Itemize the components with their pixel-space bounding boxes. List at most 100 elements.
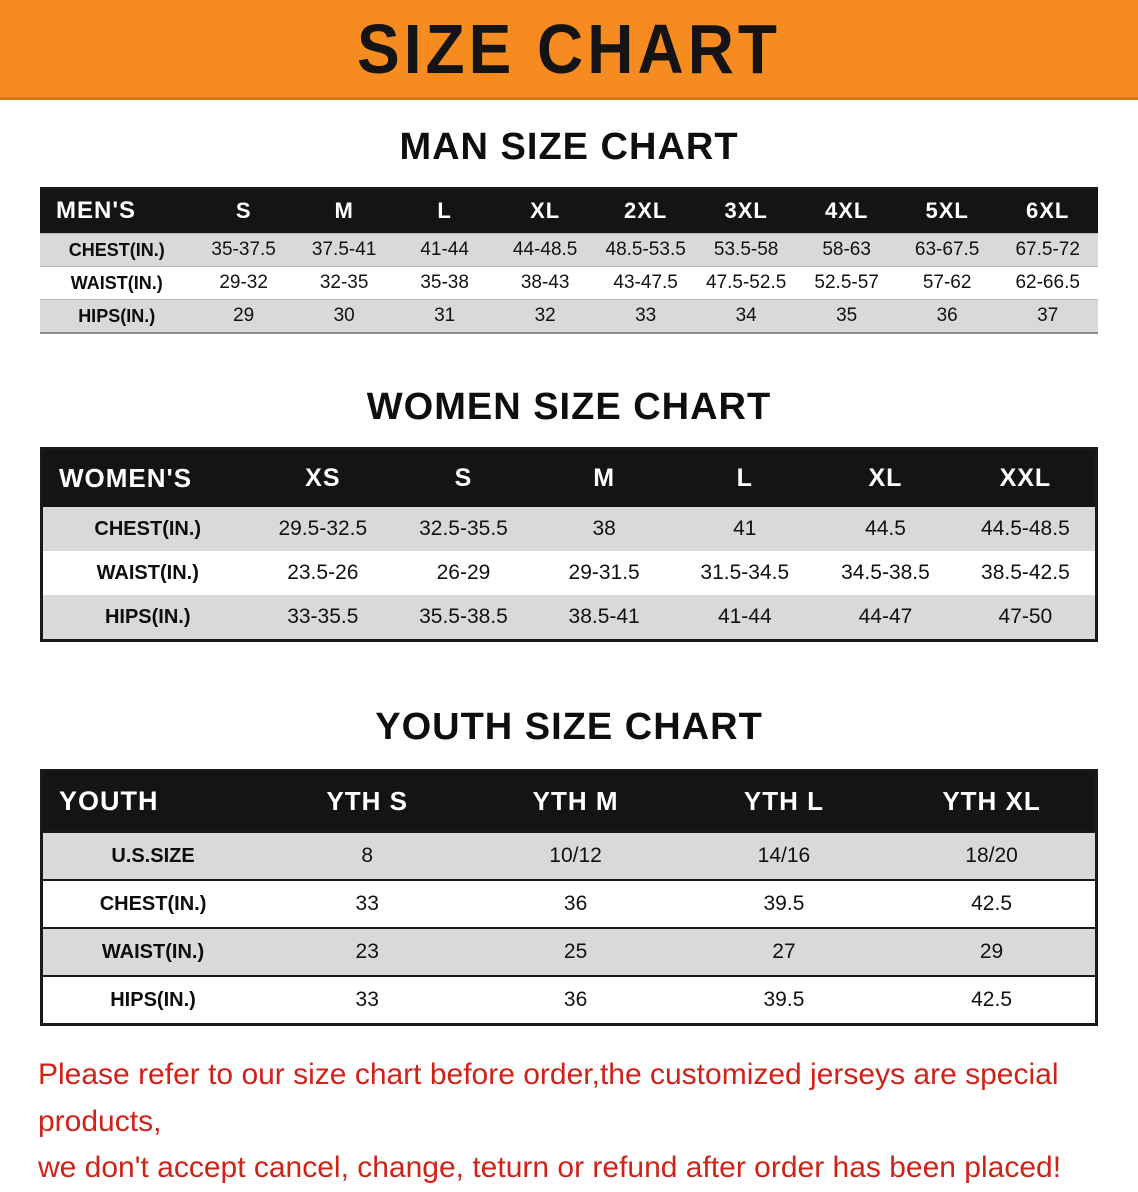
order-policy-line-2: we don't accept cancel, change, teturn o…: [38, 1151, 1062, 1184]
table-cell: 8: [263, 831, 472, 880]
table-row: WAIST(IN.) 29-32 32-35 35-38 38-43 43-47.5 47.…: [40, 266, 1098, 300]
column-header: M: [593, 464, 616, 492]
table-cell: 41-44: [394, 233, 495, 267]
women-size-section: WOMEN SIZE CHART WOMEN'S XS S M L XL XXL CHEST(…: [0, 386, 1138, 642]
column-header: XL: [868, 464, 903, 492]
table-cell: 29: [888, 927, 1097, 976]
table-cell: 35-37.5: [193, 233, 294, 267]
table-cell: 52.5-57: [796, 266, 897, 300]
column-header: 3XL: [724, 198, 768, 223]
row-label: HIPS(IN.): [104, 605, 191, 628]
table-cell: 30: [293, 299, 395, 333]
women-section-title: WOMEN SIZE CHART: [366, 386, 772, 428]
table-cell: 47-50: [998, 605, 1053, 628]
table-cell: 35: [796, 299, 897, 333]
table-cell: 37.5-41: [293, 233, 395, 267]
column-header: 2XL: [623, 198, 668, 223]
table-cell: 41: [733, 517, 757, 540]
table-row: CHEST(IN.) 33 36 39.5 42.5: [41, 879, 1097, 928]
table-row: CHEST(IN.) 35-37.5 37.5-41 41-44 44-48.5 48.5…: [40, 233, 1098, 267]
table-cell: 38.5-42.5: [981, 561, 1070, 584]
men-size-section: MAN SIZE CHART MEN'S S M L XL 2XL 3XL 4XL 5XL 6XL…: [0, 126, 1138, 334]
youth-section-title: YOUTH SIZE CHART: [375, 706, 763, 748]
table-cell: 33: [263, 975, 472, 1025]
table-cell: 58-63: [796, 233, 897, 267]
table-cell: 18/20: [888, 831, 1097, 880]
table-cell: 33: [263, 879, 472, 928]
table-cell: 43-47.5: [595, 266, 696, 300]
column-header: S: [454, 464, 473, 492]
column-header: L: [437, 198, 452, 223]
table-cell: 39.5: [679, 879, 889, 928]
table-row: WAIST(IN.) 23.5-26 26-29 29-31.5 31.5-34.5 34…: [42, 551, 1097, 595]
table-cell: 38.5-41: [568, 605, 640, 628]
column-header: S: [235, 198, 252, 223]
table-cell: 62-66.5: [997, 266, 1098, 300]
table-cell: 23: [263, 927, 472, 976]
column-header: M: [334, 198, 354, 223]
order-policy-notice: Please refer to our size chart before or…: [38, 1052, 1100, 1192]
table-cell: 44.5-48.5: [981, 517, 1070, 540]
banner-title: SIZE CHART: [357, 9, 781, 88]
order-policy-line-1: Please refer to our size chart before or…: [38, 1058, 1059, 1138]
row-label: CHEST(IN.): [40, 233, 194, 267]
table-cell: 29: [193, 299, 294, 333]
table-cell: 35-38: [394, 266, 495, 300]
corner-label: YOUTH: [59, 786, 159, 816]
column-header: XXL: [999, 464, 1052, 492]
table-cell: 32: [494, 299, 596, 333]
size-chart-banner: SIZE CHART: [0, 0, 1138, 100]
youth-size-table: YOUTH YTH S YTH M YTH L YTH XL U.S.SIZE 8 10/12…: [40, 769, 1098, 1026]
table-cell: 35.5-38.5: [419, 605, 508, 628]
row-label: HIPS(IN.): [41, 975, 264, 1025]
table-cell: 33: [595, 299, 696, 333]
corner-label: WOMEN'S: [59, 463, 193, 493]
column-header: YTH M: [532, 786, 619, 816]
table-cell: 34.5-38.5: [841, 561, 930, 584]
table-row: U.S.SIZE 8 10/12 14/16 18/20: [41, 831, 1097, 880]
table-cell: 36: [896, 299, 998, 333]
table-row: WAIST(IN.) 23 25 27 29: [41, 927, 1097, 976]
table-cell: 38-43: [494, 266, 596, 300]
row-label: U.S.SIZE: [41, 831, 264, 880]
row-label: WAIST(IN.): [40, 266, 194, 300]
table-cell: 38: [592, 517, 616, 540]
table-cell: 25: [471, 927, 680, 976]
table-row: HIPS(IN.) 29 30 31 32 33 34 35 36 37: [40, 299, 1098, 333]
row-label: HIPS(IN.): [40, 299, 194, 333]
column-header: XS: [305, 464, 341, 492]
table-row: HIPS(IN.) 33 36 39.5 42.5: [41, 975, 1097, 1025]
table-cell: 36: [471, 879, 680, 928]
column-header: 6XL: [1026, 198, 1070, 223]
row-label: WAIST(IN.): [96, 561, 199, 584]
table-cell: 48.5-53.5: [595, 233, 696, 267]
table-cell: 29-32: [193, 266, 294, 300]
table-cell: 57-62: [896, 266, 998, 300]
table-cell: 34: [695, 299, 797, 333]
table-cell: 26-29: [436, 561, 491, 584]
table-cell: 44-48.5: [494, 233, 596, 267]
table-cell: 31.5-34.5: [700, 561, 790, 584]
table-cell: 23.5-26: [287, 561, 359, 584]
column-header: YTH XL: [942, 786, 1041, 816]
table-cell: 53.5-58: [695, 233, 797, 267]
table-cell: 42.5: [888, 879, 1097, 928]
row-label: CHEST(IN.): [94, 517, 202, 540]
table-row: CHEST(IN.) 29.5-32.5 32.5-35.5 38 41 44.5 44.5…: [41, 507, 1097, 551]
table-cell: 10/12: [471, 831, 680, 880]
youth-size-section: YOUTH SIZE CHART YOUTH YTH S YTH M YTH L YTH…: [0, 706, 1138, 1026]
corner-label: MEN'S: [56, 197, 137, 224]
header-row: YOUTH YTH S YTH M YTH L YTH XL: [41, 770, 1097, 832]
table-cell: 33-35.5: [287, 605, 359, 628]
table-cell: 47.5-52.5: [695, 266, 797, 300]
column-header: L: [736, 464, 753, 492]
table-cell: 27: [679, 927, 889, 976]
header-row: MEN'S S M L XL 2XL 3XL 4XL 5XL 6XL: [40, 188, 1098, 234]
table-cell: 36: [471, 975, 680, 1025]
table-row: HIPS(IN.) 33-35.5 35.5-38.5 38.5-41 41-44 44-…: [41, 595, 1097, 641]
header-row: WOMEN'S XS S M L XL XXL: [41, 448, 1097, 507]
table-cell: 42.5: [888, 975, 1097, 1025]
table-cell: 44.5: [865, 517, 906, 540]
column-header: XL: [530, 198, 561, 223]
table-cell: 29.5-32.5: [278, 517, 368, 540]
